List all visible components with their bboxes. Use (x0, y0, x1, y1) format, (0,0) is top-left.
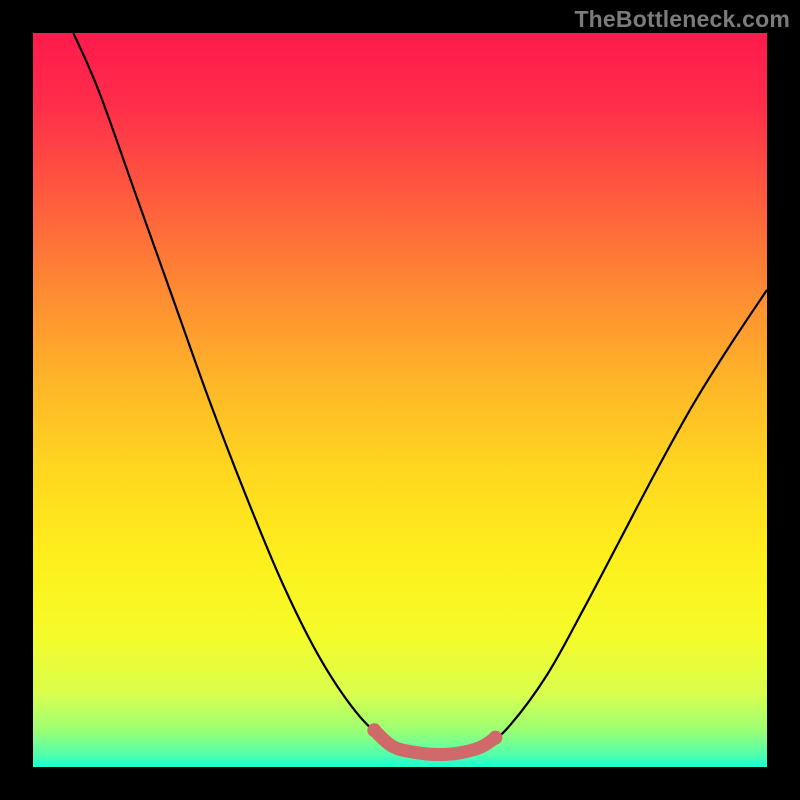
highlight-endpoint-dot (367, 723, 381, 737)
watermark-text: TheBottleneck.com (574, 6, 790, 33)
chart-canvas: TheBottleneck.com (0, 0, 800, 800)
bottleneck-curve (73, 33, 767, 755)
curve-overlay (0, 0, 800, 800)
optimal-range-highlight (374, 730, 495, 754)
highlight-endpoint-dot (488, 731, 502, 745)
